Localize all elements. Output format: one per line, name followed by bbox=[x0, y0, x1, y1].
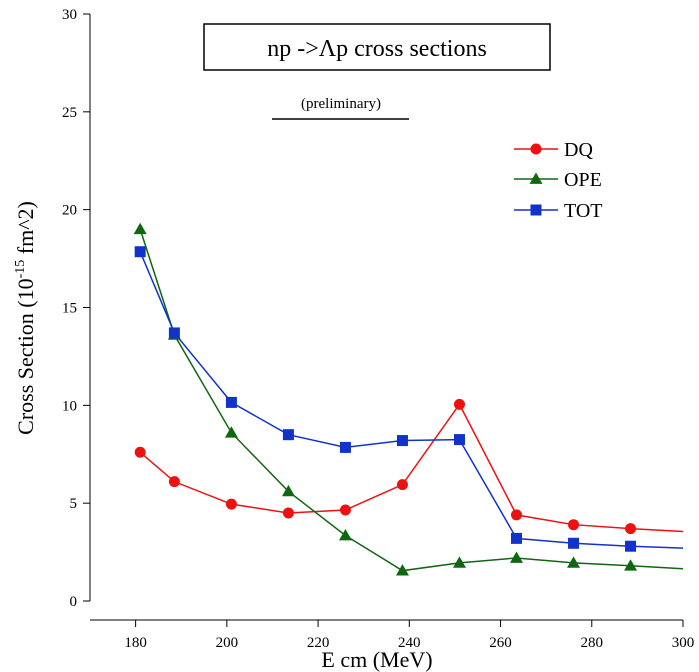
data-point-tot bbox=[568, 537, 580, 549]
data-point-ope bbox=[510, 551, 524, 563]
y-tick-label: 0 bbox=[70, 594, 78, 610]
data-point-tot bbox=[225, 396, 237, 408]
plot-markers bbox=[133, 222, 638, 576]
x-tick-label: 280 bbox=[581, 635, 604, 651]
x-axis-ticks: 180 200 220 240 260 280 300 bbox=[124, 620, 694, 651]
data-point-dq bbox=[282, 507, 294, 519]
data-point-tot bbox=[453, 434, 465, 446]
plot-lines bbox=[139, 229, 684, 572]
data-point-dq bbox=[339, 504, 351, 516]
y-axis-label-exponent: -15 bbox=[13, 260, 28, 279]
legend-label-tot: TOT bbox=[564, 200, 603, 222]
data-point-tot bbox=[134, 246, 146, 258]
legend-label-dq: DQ bbox=[564, 139, 593, 161]
data-point-tot bbox=[168, 327, 180, 339]
x-tick-label: 240 bbox=[398, 635, 421, 651]
data-point-dq bbox=[168, 476, 180, 488]
legend-marker-dq bbox=[530, 143, 542, 155]
data-point-dq bbox=[511, 509, 523, 521]
data-point-dq bbox=[568, 519, 580, 531]
y-tick-label: 20 bbox=[62, 203, 77, 219]
y-tick-label: 5 bbox=[70, 496, 78, 512]
legend-label-ope: OPE bbox=[564, 169, 602, 191]
data-point-ope bbox=[281, 484, 295, 497]
x-tick-label: 200 bbox=[216, 635, 239, 651]
data-point-tot bbox=[625, 540, 637, 552]
chart-subtitle: (preliminary) bbox=[301, 96, 381, 112]
x-axis-label: E cm (MeV) bbox=[321, 647, 432, 672]
data-point-dq bbox=[134, 446, 146, 458]
series-line-dq bbox=[139, 402, 684, 533]
y-axis-ticks: 0 5 10 15 20 25 30 bbox=[62, 7, 90, 610]
data-point-ope bbox=[395, 564, 409, 576]
data-point-ope bbox=[224, 426, 238, 438]
data-point-ope bbox=[338, 528, 352, 541]
legend-marker-tot bbox=[530, 204, 542, 216]
x-tick-label: 180 bbox=[124, 635, 147, 651]
chart-title: np ->Λp cross sections bbox=[267, 36, 487, 62]
data-point-ope bbox=[452, 556, 466, 568]
y-axis-label-suffix: fm^2) bbox=[13, 201, 38, 260]
title-box bbox=[203, 23, 551, 71]
data-point-dq bbox=[396, 479, 408, 491]
x-tick-label: 300 bbox=[672, 635, 695, 651]
legend: DQ OPE TOT bbox=[514, 139, 603, 222]
y-tick-label: 15 bbox=[62, 301, 77, 317]
y-tick-label: 25 bbox=[62, 105, 77, 121]
y-axis-label: Cross Section (10-15 fm^2) bbox=[13, 201, 38, 435]
x-tick-label: 220 bbox=[307, 635, 330, 651]
y-tick-label: 30 bbox=[62, 7, 77, 23]
y-axis-label-prefix: Cross Section (10 bbox=[13, 278, 38, 434]
series-line-tot bbox=[139, 251, 684, 549]
data-point-dq bbox=[225, 498, 237, 510]
data-point-dq bbox=[625, 523, 637, 535]
data-point-ope bbox=[624, 559, 638, 571]
data-point-ope bbox=[567, 556, 581, 568]
data-point-tot bbox=[396, 435, 408, 447]
legend-marker-ope bbox=[529, 172, 543, 184]
y-tick-label: 10 bbox=[62, 398, 77, 414]
data-point-ope bbox=[133, 222, 147, 235]
data-point-dq bbox=[453, 398, 465, 410]
series-line-ope bbox=[139, 229, 684, 572]
data-point-tot bbox=[282, 429, 294, 441]
x-tick-label: 260 bbox=[489, 635, 512, 651]
data-point-tot bbox=[339, 441, 351, 453]
data-point-tot bbox=[511, 532, 523, 544]
